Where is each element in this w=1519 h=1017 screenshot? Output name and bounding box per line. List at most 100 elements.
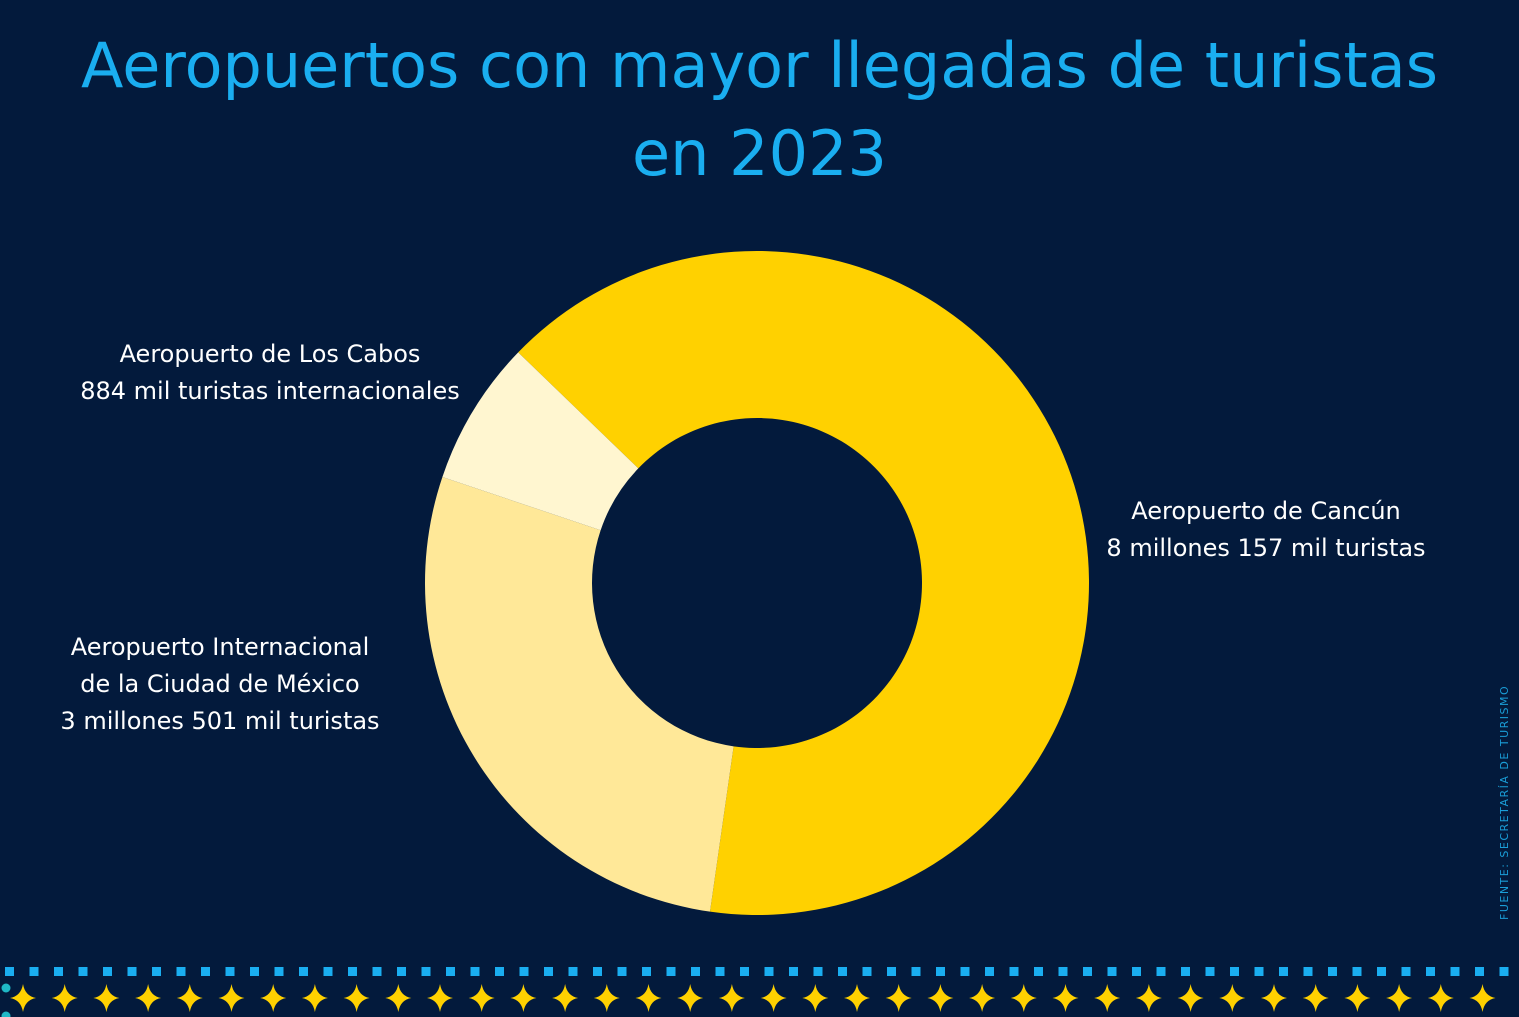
square-decoration (568, 967, 578, 976)
star-icon (93, 984, 120, 1012)
square-decoration (642, 967, 651, 976)
square-decoration (1352, 967, 1362, 976)
square-decoration (29, 967, 39, 976)
title-line-1: Aeropuertos con mayor llegadas de turist… (80, 29, 1439, 102)
square-decoration (691, 967, 700, 976)
star-icon (260, 984, 287, 1012)
star-icon (301, 984, 328, 1012)
star-icon (1302, 984, 1329, 1012)
square-decoration (372, 967, 382, 976)
square-decoration (1303, 967, 1313, 976)
star-icon (1135, 984, 1162, 1012)
label-los-cabos-value: 884 mil turistas internacionales (80, 377, 460, 405)
square-decoration (593, 967, 602, 976)
square-decoration (1401, 967, 1411, 976)
square-decoration (1156, 967, 1166, 976)
square-decoration (887, 967, 896, 976)
dot-decoration (1, 1011, 11, 1017)
star-icon (927, 984, 954, 1012)
star-icon (385, 984, 412, 1012)
star-icon (635, 984, 662, 1012)
square-decoration (446, 967, 455, 976)
label-cdmx-name-1: Aeropuerto Internacional (70, 633, 370, 661)
star-icon (1010, 984, 1037, 1012)
square-decoration (813, 967, 823, 976)
donut-slice-0 (518, 251, 1089, 915)
star-icon (1427, 984, 1454, 1012)
star-icon (218, 984, 245, 1012)
star-icon (760, 984, 787, 1012)
square-decoration (127, 967, 137, 976)
star-icon (10, 984, 36, 1012)
square-decoration (789, 967, 798, 976)
square-decoration (1328, 967, 1337, 976)
label-cancun: Aeropuerto de Cancún 8 millones 157 mil … (1080, 493, 1452, 567)
square-decoration (1230, 967, 1239, 976)
star-icon (552, 984, 579, 1012)
square-decoration (176, 967, 186, 976)
star-icon (1094, 984, 1121, 1012)
star-icon (1386, 984, 1413, 1012)
square-decoration (299, 967, 308, 976)
star-icon (468, 984, 495, 1012)
decorative-border (1, 967, 1509, 1017)
label-cancun-value: 8 millones 157 mil turistas (1106, 534, 1426, 562)
star-icon (1261, 984, 1287, 1012)
square-decoration (1034, 967, 1043, 976)
square-decoration (838, 967, 847, 976)
donut-slice-1 (425, 476, 734, 912)
square-decoration (1475, 967, 1484, 976)
square-decoration (936, 967, 945, 976)
square-decoration (1279, 967, 1288, 976)
star-icon (135, 984, 162, 1012)
square-decoration (960, 967, 970, 976)
square-decoration (617, 967, 627, 976)
square-decoration (54, 967, 63, 976)
star-icon (1344, 984, 1371, 1012)
label-los-cabos: Aeropuerto de Los Cabos 884 mil turistas… (50, 336, 490, 410)
square-decoration (78, 967, 88, 976)
square-decoration (1377, 967, 1386, 976)
label-cdmx: Aeropuerto Internacional de la Ciudad de… (40, 629, 400, 740)
square-decoration (152, 967, 161, 976)
square-decoration (1426, 967, 1435, 976)
label-cancun-name: Aeropuerto de Cancún (1131, 497, 1401, 525)
source-note: FUENTE: SECRETARÍA DE TURISMO (1498, 684, 1511, 920)
star-icon (1177, 984, 1204, 1012)
star-icon (1052, 984, 1079, 1012)
square-decoration (348, 967, 357, 976)
square-decoration (1058, 967, 1068, 976)
square-decoration (1107, 967, 1117, 976)
star-icon (1219, 984, 1246, 1012)
square-decoration (666, 967, 676, 976)
square-decoration (544, 967, 553, 976)
square-decoration (397, 967, 406, 976)
star-icon (677, 984, 704, 1012)
star-icon (802, 984, 829, 1012)
square-decoration (5, 967, 14, 976)
donut-slice-2 (442, 352, 639, 531)
star-icon (343, 984, 370, 1012)
square-decoration (1132, 967, 1141, 976)
square-decoration (250, 967, 259, 976)
title-line-2: en 2023 (632, 117, 887, 190)
square-decoration (1499, 967, 1509, 976)
square-decoration (985, 967, 994, 976)
label-cdmx-name-2: de la Ciudad de México (80, 670, 360, 698)
star-icon (427, 984, 453, 1012)
chart-title: Aeropuertos con mayor llegadas de turist… (0, 22, 1519, 198)
label-cdmx-value: 3 millones 501 mil turistas (60, 707, 380, 735)
square-decoration (519, 967, 529, 976)
square-decoration (103, 967, 112, 976)
star-icon (510, 984, 537, 1012)
square-decoration (1450, 967, 1460, 976)
square-decoration (495, 967, 504, 976)
star-icon (1469, 984, 1496, 1012)
square-decoration (201, 967, 210, 976)
square-decoration (225, 967, 235, 976)
square-decoration (862, 967, 872, 976)
square-decoration (470, 967, 480, 976)
dot-decoration (1, 983, 11, 993)
star-icon (51, 984, 78, 1012)
